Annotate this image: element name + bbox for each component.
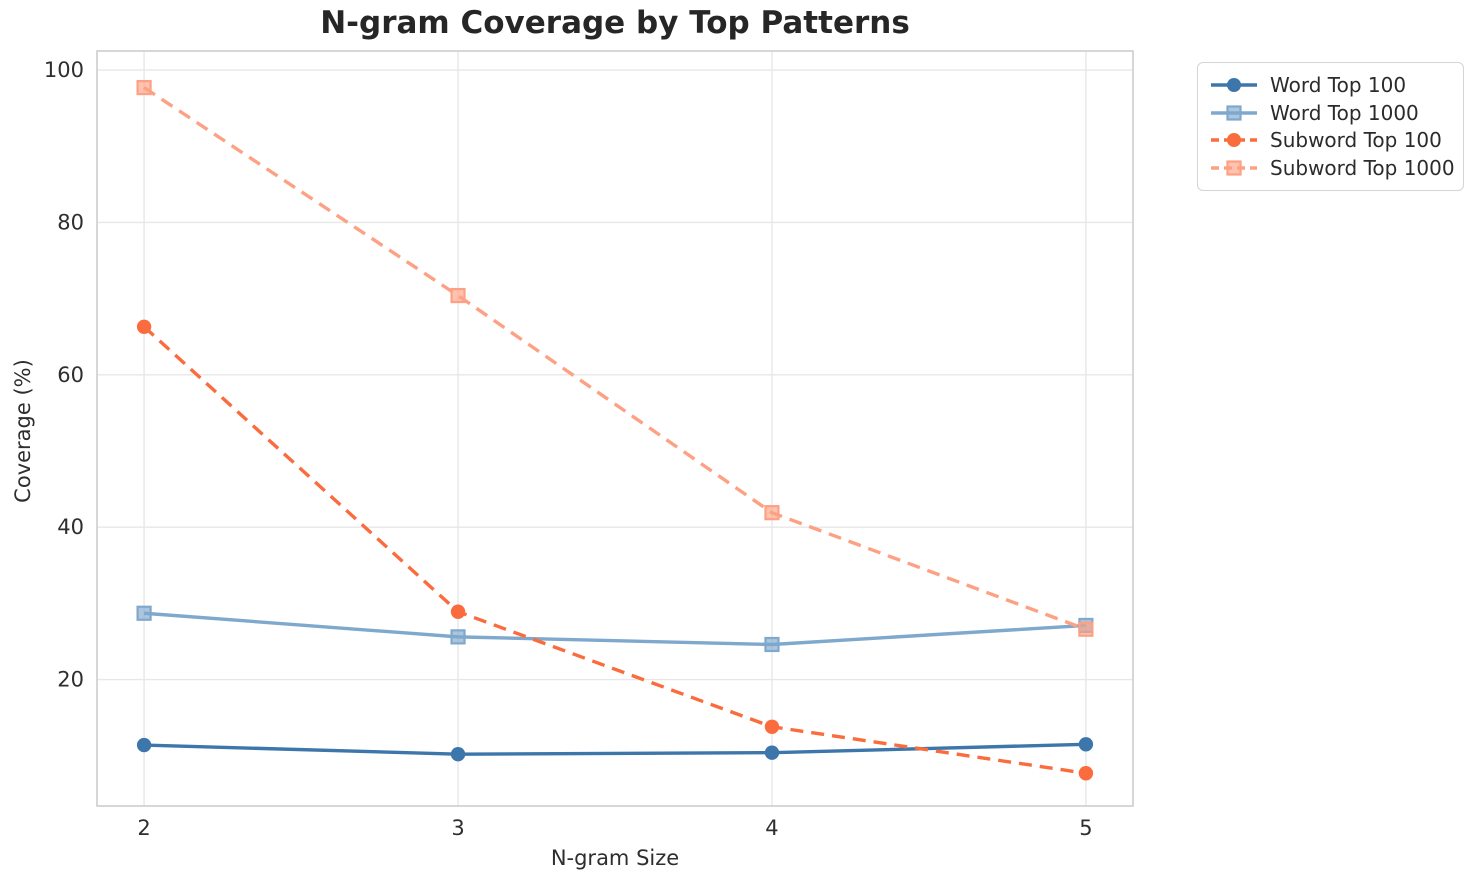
- marker-subword-top-1000: [450, 287, 466, 304]
- legend-label-word-top-1000: Word Top 1000: [1270, 100, 1419, 125]
- marker-word-top-1000: [764, 636, 780, 653]
- series-line-subword-top-1000: [143, 86, 1087, 631]
- y-tick-label: 40: [57, 515, 84, 539]
- legend-swatch-subword-top-1000: [1211, 160, 1257, 176]
- legend-item-word-top-100: Word Top 100: [1210, 71, 1451, 99]
- marker-word-top-100: [136, 737, 152, 753]
- series-line-subword-top-100: [142, 325, 1087, 775]
- marker-subword-top-100: [450, 604, 466, 619]
- marker-subword-top-1000: [1078, 621, 1094, 637]
- legend-swatch-word-top-100: [1211, 77, 1257, 92]
- y-tick-label: 100: [44, 58, 84, 82]
- series-line-word-top-1000: [143, 611, 1087, 647]
- x-tick-label: 3: [451, 816, 464, 840]
- x-axis-label: N-gram Size: [550, 846, 680, 870]
- marker-subword-top-100: [1078, 766, 1094, 781]
- marker-word-top-100: [764, 745, 780, 760]
- x-tick-label: 4: [765, 816, 778, 840]
- legend-item-subword-top-100: Subword Top 100: [1210, 127, 1451, 155]
- legend-swatch-word-top-1000: [1211, 105, 1257, 121]
- marker-word-top-1000: [450, 629, 466, 645]
- legend-item-subword-top-1000: Subword Top 1000: [1210, 154, 1455, 182]
- marker-subword-top-100: [136, 319, 152, 334]
- legend-label-subword-top-1000: Subword Top 1000: [1270, 156, 1455, 181]
- marker-subword-top-100: [764, 719, 780, 734]
- marker-word-top-100: [1078, 737, 1094, 752]
- plot-border: [96, 50, 1134, 807]
- legend-swatch-subword-top-100: [1211, 133, 1257, 148]
- legend: Word Top 100 Word Top 1000 Subword Top 1…: [1197, 62, 1464, 191]
- legend-label-subword-top-100: Subword Top 100: [1270, 128, 1442, 153]
- y-tick-label: 20: [57, 668, 84, 692]
- marker-word-top-100: [450, 746, 466, 762]
- y-tick-label: 60: [57, 363, 84, 387]
- x-tick-label: 5: [1079, 816, 1092, 840]
- x-tick-label: 2: [137, 816, 150, 840]
- legend-label-word-top-100: Word Top 100: [1270, 72, 1407, 97]
- y-axis-label: Coverage (%): [11, 359, 35, 503]
- chart-title: N-gram Coverage by Top Patterns: [320, 5, 910, 41]
- legend-item-word-top-1000: Word Top 1000: [1210, 99, 1451, 127]
- series-line-word-top-100: [144, 742, 1086, 756]
- y-tick-label: 80: [57, 210, 84, 234]
- marker-subword-top-1000: [764, 505, 780, 521]
- marker-subword-top-1000: [136, 79, 152, 96]
- marker-word-top-1000: [136, 605, 152, 621]
